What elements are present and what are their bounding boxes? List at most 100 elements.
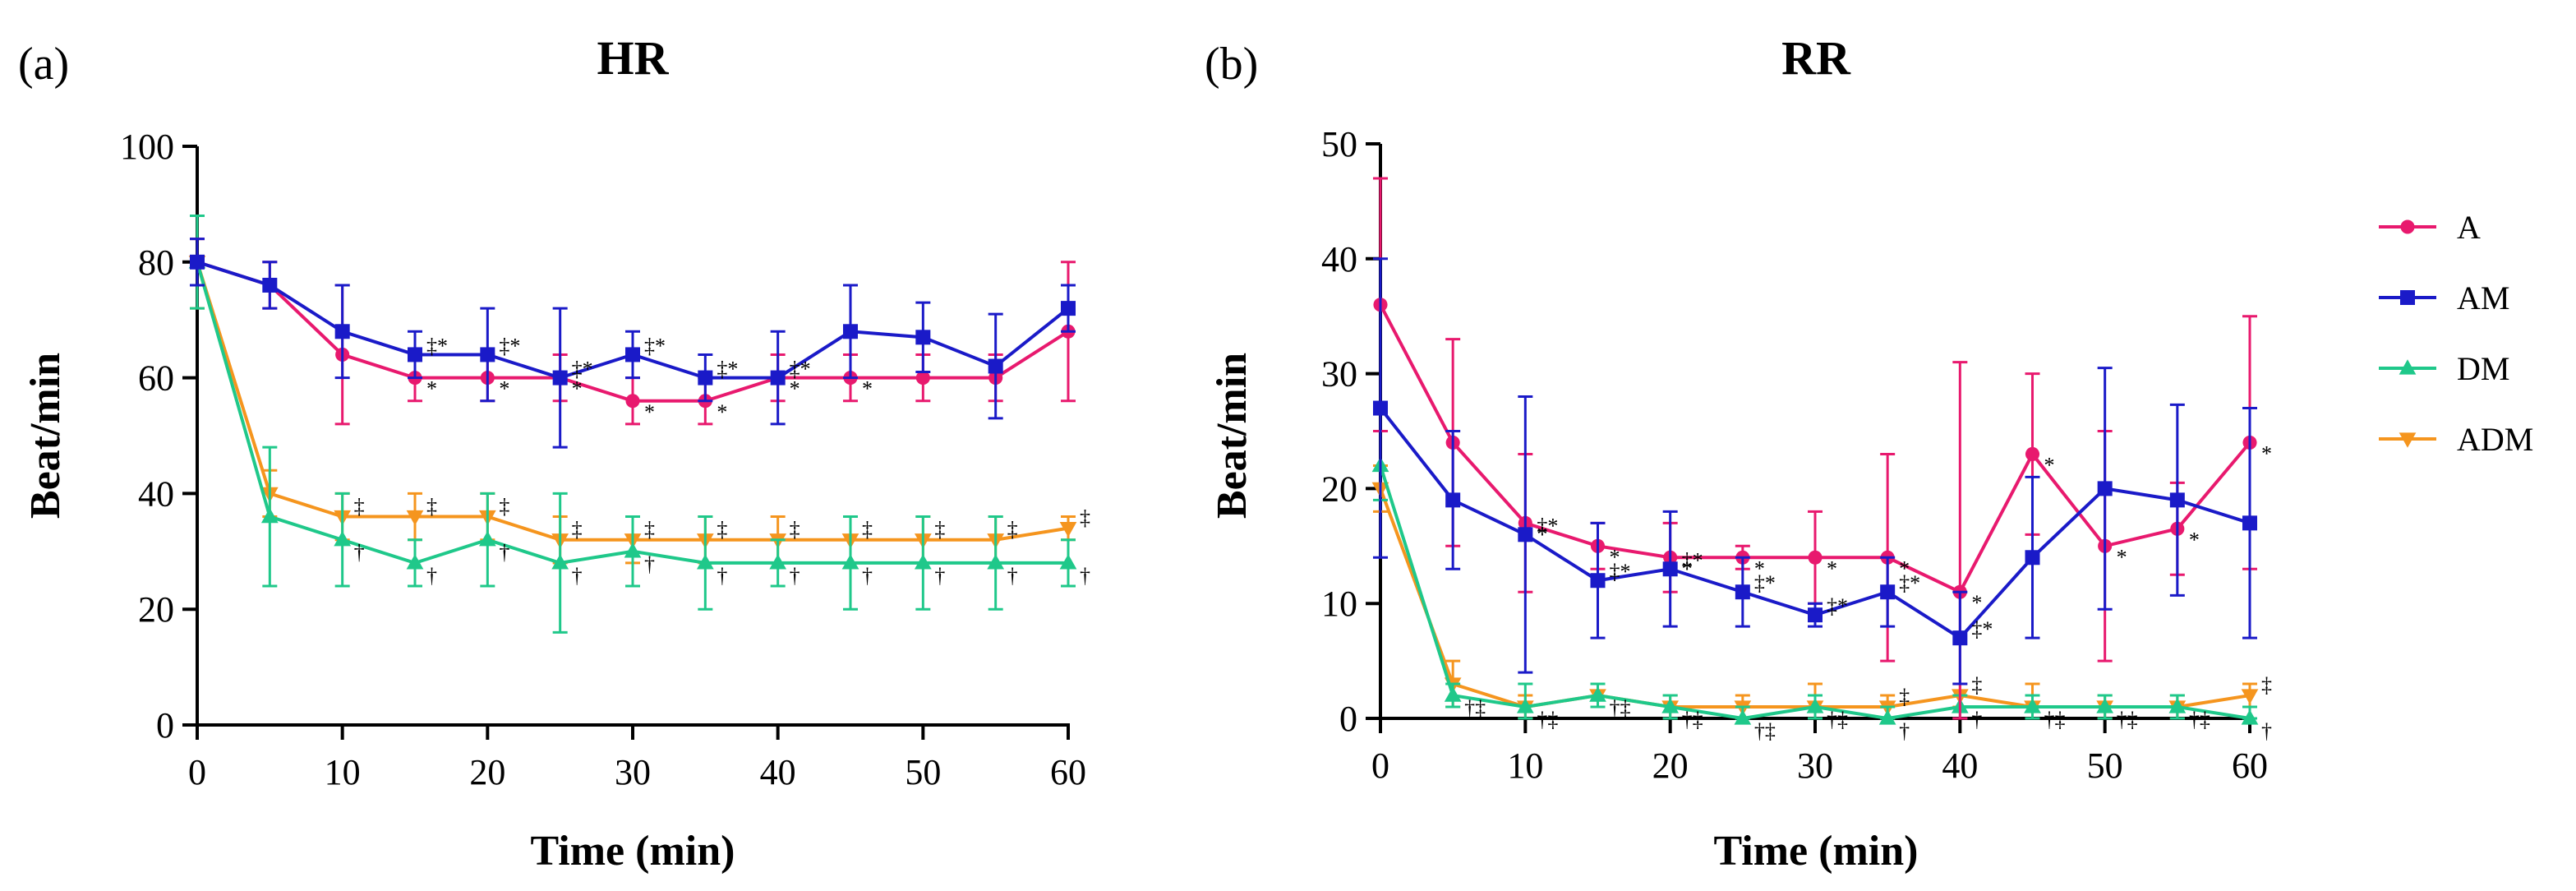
data-point xyxy=(2025,446,2040,462)
data-point xyxy=(1516,698,1534,713)
data-point xyxy=(2241,709,2259,725)
series-dm: †‡ †‡ †‡ †‡ †‡ †‡ † † †‡ †‡ †‡ † xyxy=(1371,430,2272,743)
significance-mark: † xyxy=(2261,719,2272,743)
significance-mark: ‡ xyxy=(1971,673,1982,697)
chart-title-hr: HR xyxy=(597,31,670,85)
series-am: ‡* ‡* ‡* ‡* ‡* ‡* ‡* xyxy=(1373,257,2257,686)
significance-mark: ‡* xyxy=(1899,571,1920,595)
significance-mark: † xyxy=(572,564,583,588)
significance-mark: †‡ xyxy=(1610,696,1631,720)
significance-mark: ‡ xyxy=(354,495,365,519)
data-point xyxy=(915,371,930,385)
data-point xyxy=(2097,481,2113,496)
significance-mark: † xyxy=(717,564,727,588)
significance-mark: * xyxy=(1971,591,1982,615)
series-dm: † † † † † † † † † † † xyxy=(188,214,1090,634)
x-tick-label: 40 xyxy=(1942,746,1978,786)
significance-mark: ‡ xyxy=(499,495,509,519)
data-point xyxy=(1880,584,1896,600)
data-point xyxy=(624,542,642,558)
data-point xyxy=(698,370,713,385)
legend-label: AM xyxy=(2457,279,2509,316)
data-point xyxy=(1806,698,1824,713)
significance-mark: * xyxy=(2261,441,2272,465)
y-tick-label: 40 xyxy=(138,473,174,514)
y-tick-label: 0 xyxy=(156,705,174,746)
x-tick-label: 10 xyxy=(325,752,361,792)
x-tick-label: 40 xyxy=(760,752,796,792)
significance-mark: * xyxy=(1754,556,1765,580)
significance-mark: †‡ xyxy=(1754,719,1776,743)
significance-mark: †‡ xyxy=(2117,708,2138,732)
axes: 0 10 20 30 40 50 0 10 20 30 40 50 60 xyxy=(1321,124,2268,786)
y-tick-label: 100 xyxy=(120,127,174,167)
data-point xyxy=(1661,698,1680,713)
significance-mark: †‡ xyxy=(2189,708,2210,732)
data-point xyxy=(334,324,350,339)
x-tick-label: 50 xyxy=(905,752,941,792)
y-tick-label: 60 xyxy=(138,358,174,399)
legend-item-dm: DM xyxy=(2379,350,2509,387)
panel-label-a: (a) xyxy=(18,39,69,90)
significance-mark: ‡ xyxy=(862,518,873,542)
significance-mark: †‡ xyxy=(1537,708,1558,732)
significance-mark: †‡ xyxy=(1682,708,1703,732)
data-point xyxy=(1590,573,1606,589)
data-point xyxy=(625,394,640,409)
data-point xyxy=(2241,689,2259,704)
legend: A AM DM ADM xyxy=(2379,209,2533,458)
x-tick-label: 60 xyxy=(1050,752,1086,792)
significance-mark: * xyxy=(499,377,509,401)
significance-mark: † xyxy=(354,541,365,565)
significance-mark: ‡* xyxy=(1827,594,1848,618)
data-point xyxy=(769,554,787,570)
significance-mark: ‡ xyxy=(572,518,583,542)
data-point xyxy=(1808,607,1823,623)
data-point xyxy=(552,370,568,385)
x-axis-title-rr: Time (min) xyxy=(1714,828,1919,875)
legend-marker-square-icon xyxy=(2379,290,2436,305)
x-tick-label: 50 xyxy=(2087,746,2123,786)
y-tick-label: 20 xyxy=(1321,469,1357,509)
data-point xyxy=(1878,709,1896,725)
data-point xyxy=(2025,550,2040,566)
significance-mark: ‡ xyxy=(2261,673,2272,697)
significance-mark: * xyxy=(790,377,800,401)
data-point xyxy=(1808,550,1823,565)
data-point xyxy=(1589,686,1606,702)
significance-mark: † xyxy=(644,552,655,576)
series-a: ** * * * ****** xyxy=(1373,177,2272,720)
significance-mark: ‡ xyxy=(790,518,800,542)
significance-mark: † xyxy=(1899,719,1910,743)
data-point xyxy=(551,554,569,570)
significance-mark: ‡* xyxy=(1537,514,1558,538)
significance-mark: * xyxy=(644,400,655,424)
x-tick-label: 0 xyxy=(1371,746,1389,786)
y-axis-title-rr: Beat/min xyxy=(1209,353,1256,519)
data-point xyxy=(2168,698,2187,713)
data-point xyxy=(843,324,858,339)
legend-item-am: AM xyxy=(2379,279,2509,316)
significance-mark: †‡ xyxy=(2044,708,2066,732)
data-point xyxy=(1734,709,1752,725)
y-tick-label: 20 xyxy=(138,589,174,630)
significance-mark: * xyxy=(2044,453,2055,477)
legend-item-a: A xyxy=(2379,209,2481,246)
y-axis-title-hr: Beat/min xyxy=(22,353,69,519)
significance-mark: ‡* xyxy=(499,334,520,358)
significance-mark: * xyxy=(862,377,873,401)
panel-label-b: (b) xyxy=(1205,39,1258,90)
significance-mark: ‡ xyxy=(934,518,945,542)
significance-mark: * xyxy=(1610,545,1620,569)
data-point xyxy=(1662,561,1678,577)
data-point xyxy=(334,530,352,547)
significance-mark: † xyxy=(934,564,945,588)
significance-mark: ‡* xyxy=(1682,548,1703,572)
data-point xyxy=(2242,515,2257,531)
data-point xyxy=(1952,630,1968,646)
y-tick-label: 50 xyxy=(1321,124,1357,164)
significance-mark: † xyxy=(790,564,800,588)
x-tick-label: 60 xyxy=(2232,746,2268,786)
data-point xyxy=(1061,301,1076,316)
